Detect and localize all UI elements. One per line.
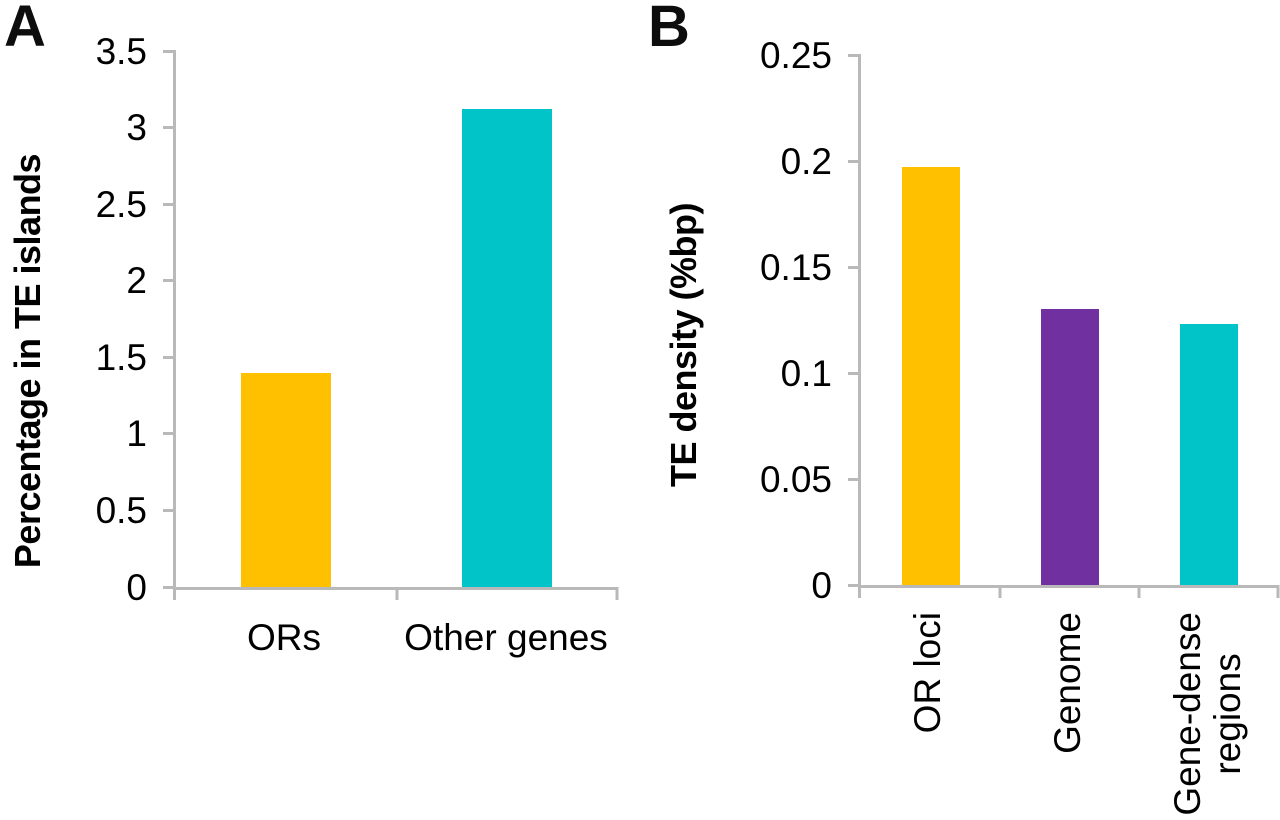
y-tick-mark-icon <box>163 585 176 589</box>
bar-or-loci <box>901 167 960 585</box>
panel-a-y-axis-title: Percentage in TE islands <box>7 153 48 569</box>
bar-gene-dense-regions <box>1179 324 1238 585</box>
y-tick-label: 2.5 <box>95 183 147 225</box>
bar-genome <box>1040 309 1099 585</box>
y-tick-label: 0 <box>811 564 832 606</box>
y-tick-label: 0.1 <box>780 352 832 394</box>
y-tick-mark-icon <box>848 265 861 269</box>
y-tick-mark-icon <box>163 202 176 206</box>
y-tick-mark-icon <box>163 432 176 436</box>
panel-a-plot-area: 3.5 3 2.5 2 1.5 1 <box>96 33 619 606</box>
y-axis-stub <box>173 587 176 600</box>
x-tick-mark-icon <box>395 587 398 600</box>
panel-a-bars <box>176 51 617 587</box>
x-label-ors: ORs <box>247 617 321 658</box>
y-tick-label: 0.05 <box>759 458 832 500</box>
y-tick-label: 0 <box>126 566 147 608</box>
y-tick-mark-icon <box>848 53 861 57</box>
y-axis-stub <box>858 585 861 598</box>
y-tick-mark-icon <box>163 355 176 359</box>
y-tick-mark-icon <box>848 583 861 587</box>
panel-b-x-axis-labels: OR loci Genome Gene-dense regions <box>858 612 1278 820</box>
x-tick-mark-icon <box>998 585 1002 598</box>
panel-b-y-axis-title: TE density (%bp) <box>663 202 704 488</box>
x-label-other-genes: Other genes <box>404 617 608 658</box>
y-tick-label: 0.25 <box>759 34 832 76</box>
y-tick-mark-icon <box>163 126 176 130</box>
y-tick-label: 0.5 <box>95 489 147 531</box>
x-label-genome: Genome <box>1047 612 1089 754</box>
panel-b-bars <box>861 55 1278 585</box>
bar-ors <box>241 372 332 587</box>
y-tick-label: 2 <box>126 260 147 302</box>
y-tick-label: 1.5 <box>95 336 147 378</box>
panel-b-plot-area: 0.25 0.2 0.15 0.1 0.05 0 <box>760 37 1280 604</box>
y-tick-mark-icon <box>163 49 176 53</box>
y-tick-mark-icon <box>848 159 861 163</box>
x-tick-mark-icon <box>615 587 619 600</box>
y-tick-mark-icon <box>163 279 176 283</box>
y-tick-label: 1 <box>126 413 147 455</box>
bar-other-genes <box>461 109 552 587</box>
y-tick-label: 0.15 <box>759 246 832 288</box>
panel-a-letter: A <box>4 0 46 59</box>
y-tick-mark-icon <box>848 371 861 375</box>
y-tick-mark-icon <box>163 508 176 512</box>
y-tick-label: 0.2 <box>780 140 832 182</box>
y-tick-label: 3.5 <box>95 30 147 72</box>
x-label-gene-dense-regions: Gene-dense regions <box>1167 612 1248 816</box>
panel-a-x-axis-labels: ORs Other genes <box>173 617 617 659</box>
x-tick-mark-icon <box>1137 585 1141 598</box>
x-tick-mark-icon <box>1276 585 1280 598</box>
y-tick-mark-icon <box>848 477 861 481</box>
x-label-or-loci: OR loci <box>907 612 949 734</box>
panel-b-letter: B <box>648 0 690 59</box>
y-tick-label: 3 <box>126 107 147 149</box>
